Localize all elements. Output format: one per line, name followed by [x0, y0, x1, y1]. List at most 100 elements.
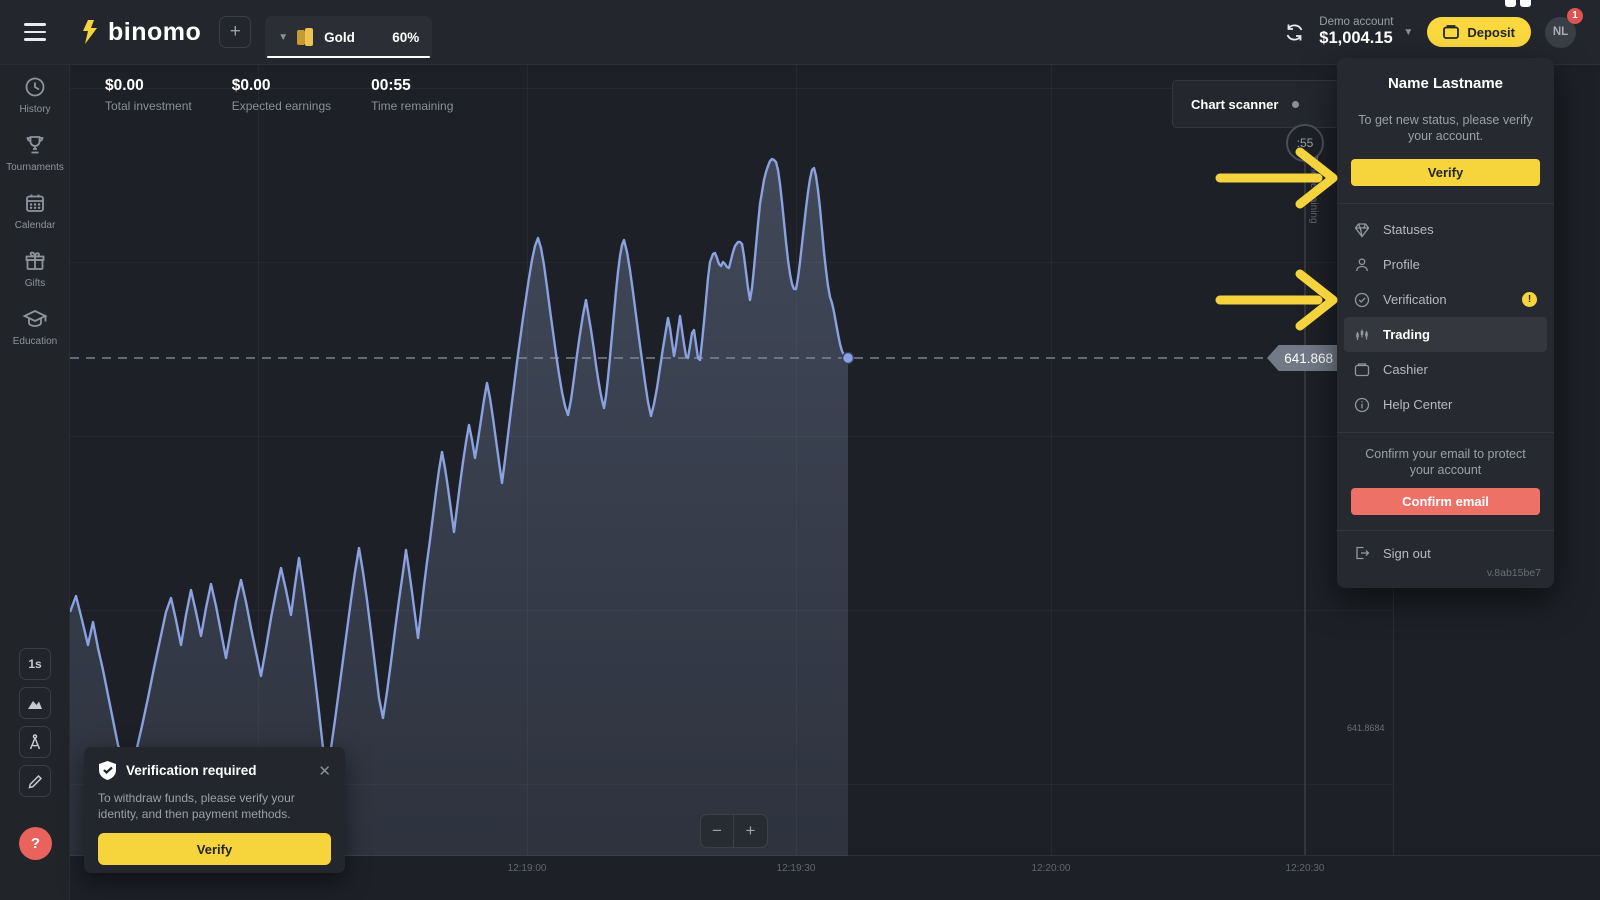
- wallet-icon: [1443, 25, 1460, 39]
- account-menu: Statuses Profile Verification ! Trading: [1337, 204, 1554, 430]
- popup-header: Verification required ✕: [98, 760, 331, 781]
- account-balance: $1,004.15: [1319, 29, 1393, 47]
- diamond-icon: [1354, 222, 1370, 238]
- active-tab-underline: [267, 55, 431, 58]
- graduation-cap-icon: [22, 310, 48, 327]
- binomo-logo: binomo: [78, 18, 201, 47]
- refresh-icon[interactable]: [1284, 22, 1305, 43]
- gridline: [258, 65, 259, 855]
- close-icon[interactable]: ✕: [318, 762, 331, 780]
- time-tick: 12:20:00: [1031, 863, 1071, 874]
- area-chart-icon: [28, 701, 42, 709]
- history-clock-icon: [25, 77, 45, 97]
- avatar-initials: NL: [1552, 26, 1569, 38]
- menu-item-trading[interactable]: Trading: [1344, 317, 1547, 352]
- sign-out-button[interactable]: Sign out: [1337, 531, 1554, 561]
- app-version: v.8ab15be7: [1486, 567, 1541, 579]
- binomo-bolt-icon: [83, 20, 97, 44]
- menu-item-profile[interactable]: Profile: [1344, 247, 1547, 282]
- time-tick: 12:19:30: [776, 863, 816, 874]
- deposit-label: Deposit: [1467, 24, 1515, 40]
- person-icon: [1356, 257, 1368, 271]
- sidebar: History Tournaments Calendar Gifts: [0, 65, 70, 900]
- sign-out-icon: [1356, 546, 1370, 560]
- divider: [1337, 432, 1554, 433]
- popup-body: To withdraw funds, please verify your id…: [98, 791, 295, 821]
- time-tick: 12:19:00: [507, 863, 547, 874]
- email-note: Confirm your email to protect your accou…: [1365, 447, 1526, 477]
- avatar[interactable]: NL 1: [1545, 7, 1583, 48]
- menu-item-verification[interactable]: Verification !: [1344, 282, 1547, 317]
- zoom-controls: − +: [700, 814, 768, 848]
- chart-fill: [70, 159, 848, 856]
- price-axis-value: 641.8684: [1347, 723, 1385, 733]
- wallet-icon: [1354, 362, 1370, 376]
- alert-badge: !: [1522, 292, 1537, 307]
- account-switcher[interactable]: Demo account $1,004.15 ▼: [1319, 16, 1413, 48]
- chart-tools: 1s: [19, 648, 51, 797]
- expected-earnings: $0.00 Expected earnings: [231, 77, 332, 113]
- asset-tab-gold[interactable]: ▼ Gold 60%: [265, 16, 433, 58]
- time-tick: 12:20:30: [1285, 863, 1325, 874]
- menu-item-cashier[interactable]: Cashier: [1344, 352, 1547, 387]
- asset-name: Gold: [324, 29, 355, 45]
- current-price-dot: [841, 351, 855, 365]
- calendar-icon: [26, 194, 44, 212]
- sidebar-item-history[interactable]: History: [0, 65, 70, 123]
- popup-verify-button[interactable]: Verify: [98, 833, 331, 865]
- deposit-button[interactable]: Deposit: [1427, 17, 1531, 47]
- sidebar-item-education[interactable]: Education: [0, 297, 70, 355]
- chevron-down-icon[interactable]: ▼: [278, 31, 289, 43]
- sidebar-item-tournaments[interactable]: Tournaments: [0, 123, 70, 181]
- gridline: [1051, 65, 1052, 855]
- pencil-icon: [27, 774, 42, 789]
- zoom-in-button[interactable]: +: [734, 814, 768, 848]
- help-button[interactable]: ?: [19, 827, 52, 860]
- confirm-email-button[interactable]: Confirm email: [1351, 488, 1540, 515]
- divider: [1337, 203, 1554, 204]
- topbar: binomo + ▼ Gold 60% Demo account $1,004.…: [0, 0, 1600, 65]
- divider: [1337, 530, 1554, 531]
- topbar-right: Demo account $1,004.15 ▼ Deposit NL 1: [1284, 7, 1600, 48]
- price-chart[interactable]: [70, 65, 1600, 900]
- candles-icon: [1356, 329, 1368, 340]
- chart-scanner-button[interactable]: Chart scanner: [1172, 80, 1340, 128]
- interval-button[interactable]: 1s: [19, 648, 51, 680]
- drawing-button[interactable]: [19, 765, 51, 797]
- panel-verify-button[interactable]: Verify: [1351, 159, 1540, 186]
- trade-info-bar: $0.00 Total investment $0.00 Expected ea…: [105, 77, 453, 113]
- price-line: [70, 157, 849, 777]
- current-price-tag: 641.868: [1267, 345, 1340, 371]
- gridline: [70, 88, 1393, 89]
- screen-overlay-pause-icon: [1505, 0, 1531, 7]
- time-remaining: 00:55 Time remaining: [371, 77, 454, 113]
- menu-item-statuses[interactable]: Statuses: [1344, 212, 1547, 247]
- add-asset-button[interactable]: +: [219, 16, 252, 48]
- gift-icon: [25, 251, 45, 270]
- asset-payout: 60%: [392, 29, 420, 45]
- account-type: Demo account: [1319, 16, 1394, 28]
- trophy-icon: [26, 136, 44, 154]
- shield-check-icon: [99, 761, 116, 780]
- menu-item-help-center[interactable]: Help Center: [1344, 387, 1547, 422]
- notification-badge: 1: [1567, 7, 1583, 24]
- chevron-down-icon: ▼: [1403, 26, 1414, 38]
- logo-text: binomo: [108, 17, 202, 46]
- scanner-status-dot: [1292, 100, 1300, 108]
- user-name: Name Lastname: [1387, 75, 1504, 92]
- indicators-button[interactable]: [19, 726, 51, 758]
- total-investment: $0.00 Total investment: [105, 77, 192, 113]
- timer-axis-label: Time remaining: [1308, 155, 1319, 224]
- account-menu-panel: Name Lastname To get new status, please …: [1337, 58, 1554, 588]
- info-icon: [1354, 397, 1370, 412]
- sidebar-item-gifts[interactable]: Gifts: [0, 239, 70, 297]
- popup-title: Verification required: [126, 763, 257, 778]
- sidebar-item-calendar[interactable]: Calendar: [0, 181, 70, 239]
- zoom-out-button[interactable]: −: [700, 814, 734, 848]
- compass-icon: [29, 734, 41, 750]
- chart-type-button[interactable]: [19, 687, 51, 719]
- hamburger-menu-icon[interactable]: [0, 0, 70, 65]
- gold-bars-icon: [297, 27, 315, 47]
- status-hint: To get new status, please verify your ac…: [1358, 113, 1533, 143]
